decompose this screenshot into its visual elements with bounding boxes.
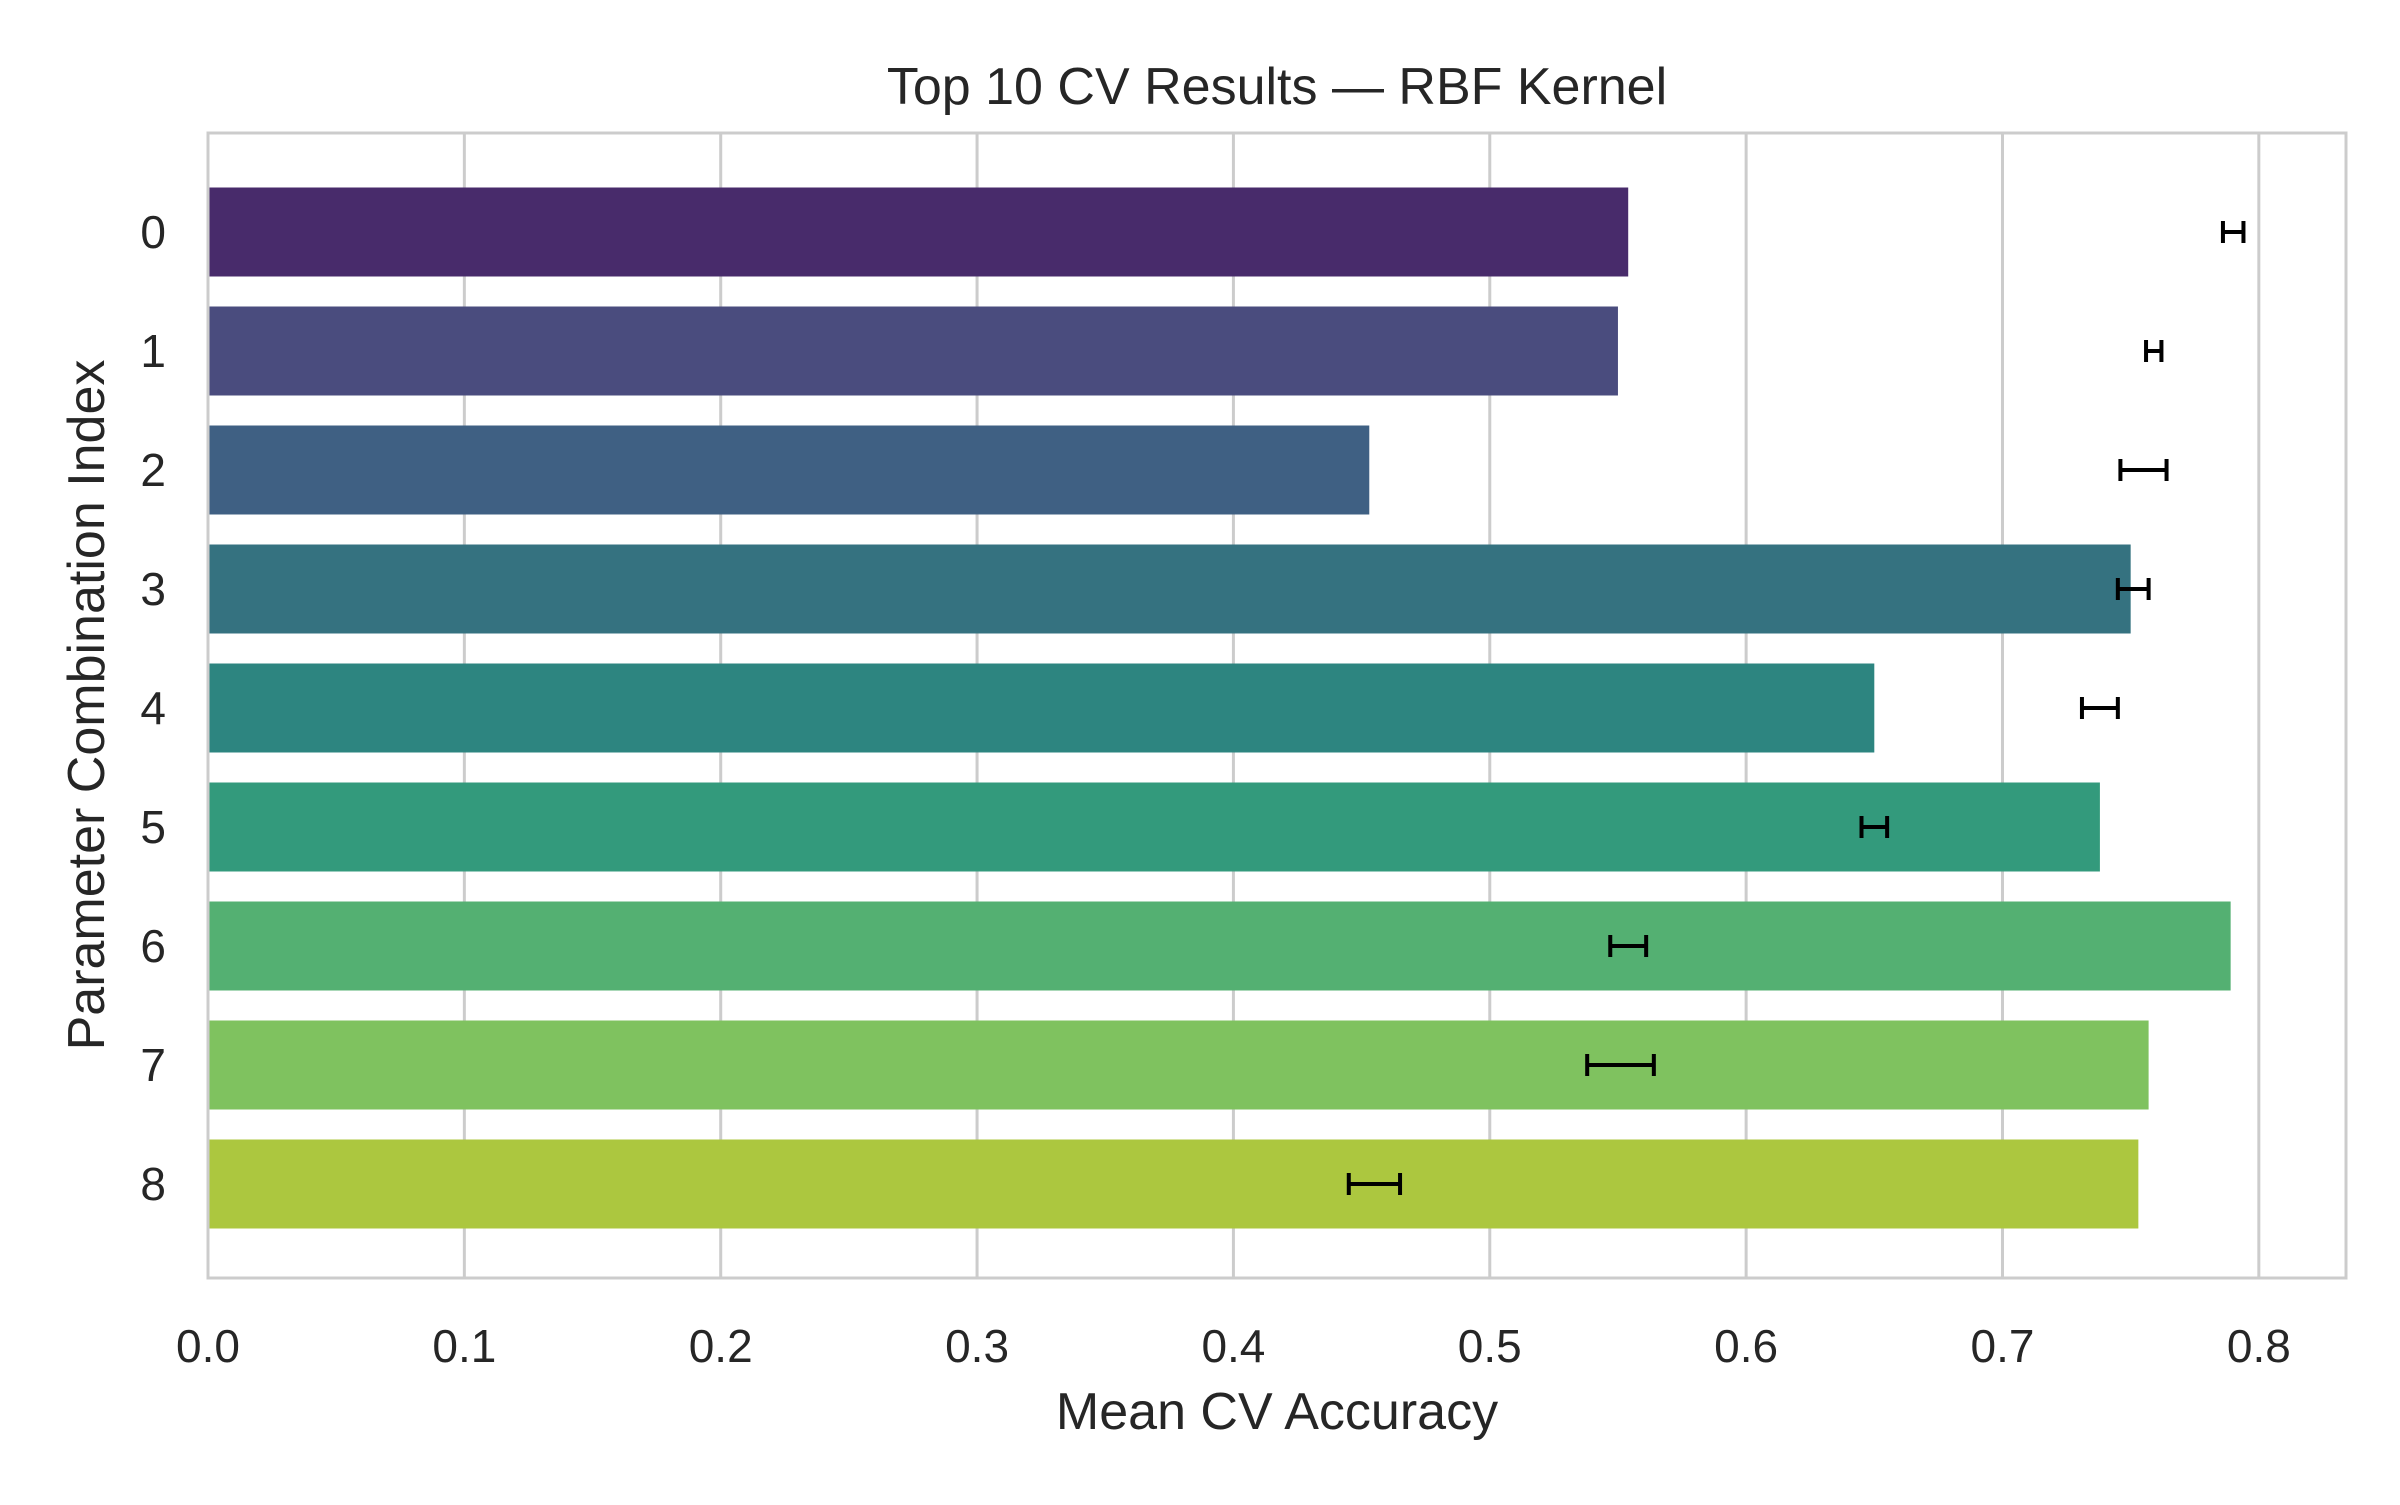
bar-3 <box>208 544 2131 634</box>
x-axis-label: Mean CV Accuracy <box>1056 1383 1498 1441</box>
y-axis-label: Parameter Combination Index <box>58 360 116 1051</box>
error-bar-8 <box>1346 1173 1403 1195</box>
bar-4 <box>208 663 1875 753</box>
y-tick-label: 6 <box>140 920 166 972</box>
x-tick-label: 0.6 <box>1714 1320 1778 1372</box>
y-tick-label: 7 <box>140 1039 166 1091</box>
y-tick-label: 2 <box>140 444 166 496</box>
error-bar-0 <box>2220 221 2246 243</box>
x-tick-label: 0.0 <box>176 1320 240 1372</box>
error-bar-5 <box>1859 816 1890 838</box>
x-tick-label: 0.1 <box>432 1320 496 1372</box>
plot-frame <box>206 131 2348 1280</box>
bar-7 <box>208 1020 2149 1110</box>
bar-2 <box>208 425 1370 515</box>
y-tick-label: 0 <box>140 206 166 258</box>
chart-title: Top 10 CV Results — RBF Kernel <box>887 58 1667 116</box>
x-tick-label: 0.5 <box>1458 1320 1522 1372</box>
error-bars <box>1346 221 2246 1195</box>
y-tick-label: 4 <box>140 682 166 734</box>
bar-5 <box>208 782 2100 872</box>
error-bar-3 <box>2115 578 2151 600</box>
bar-0 <box>208 187 1629 277</box>
error-bar-4 <box>2079 697 2120 719</box>
bars <box>208 187 2231 1229</box>
y-tick-labels: 0 1 2 3 4 5 6 7 8 <box>140 206 166 1210</box>
error-bar-7 <box>1585 1054 1656 1076</box>
y-tick-label: 3 <box>140 563 166 615</box>
bar-6 <box>208 901 2231 991</box>
y-tick-label: 5 <box>140 801 166 853</box>
error-bar-6 <box>1608 935 1649 957</box>
error-bar-2 <box>2118 459 2169 481</box>
x-tick-label: 0.2 <box>689 1320 753 1372</box>
x-tick-label: 0.8 <box>2227 1320 2291 1372</box>
error-bar-1 <box>2144 340 2164 362</box>
bar-8 <box>208 1139 2139 1229</box>
x-tick-label: 0.4 <box>1201 1320 1265 1372</box>
x-tick-label: 0.3 <box>945 1320 1009 1372</box>
y-tick-label: 1 <box>140 325 166 377</box>
y-tick-label: 8 <box>140 1158 166 1210</box>
x-tick-labels: 0.0 0.1 0.2 0.3 0.4 0.5 0.6 0.7 0.8 <box>176 1320 2291 1372</box>
x-tick-label: 0.7 <box>1971 1320 2035 1372</box>
bar-1 <box>208 306 1618 396</box>
